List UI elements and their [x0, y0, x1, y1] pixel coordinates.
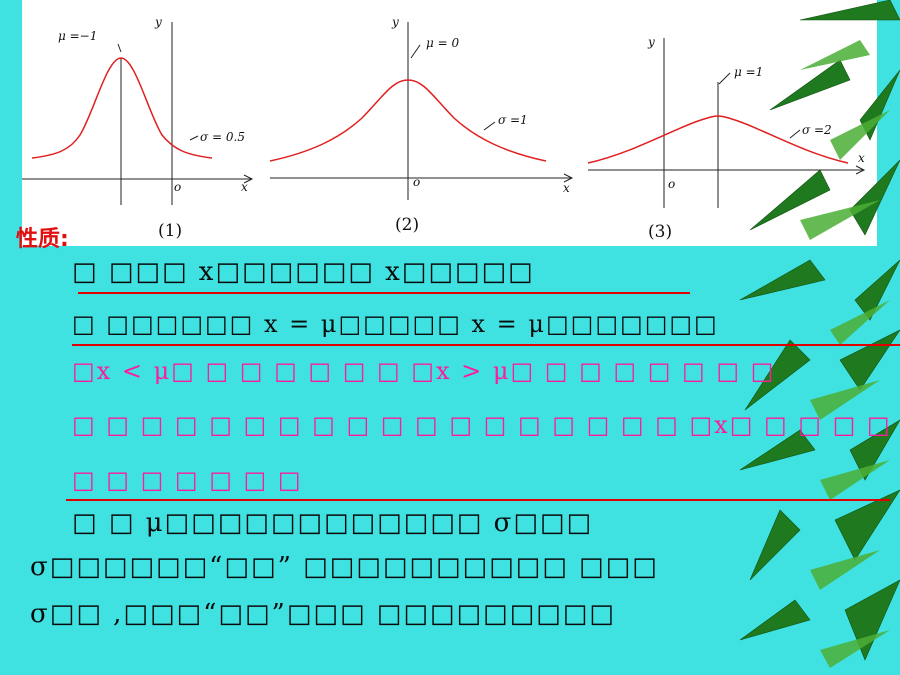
x-axis-arrow-1 — [243, 174, 254, 184]
bamboo-decoration — [740, 0, 900, 668]
y-axis-label-2: y — [391, 15, 399, 29]
underline-2 — [72, 344, 900, 346]
sigma-label-1: σ = 0.5 — [200, 130, 245, 144]
property-line-1: □ □□□ x□□□□□□ x□□□□□ — [72, 257, 535, 287]
property-line-2: □ □□□□□□ x = μ□□□□□ x = μ□□□□□□□ — [72, 310, 719, 338]
origin-label-3: o — [668, 177, 675, 191]
figure-svg: μ =−1 σ = 0.5 y x o (1) μ = 0 σ =1 y x o… — [22, 15, 866, 242]
property-line-8: σ□□ ,□□□“□□”□□□ □□□□□□□□□ — [30, 599, 616, 629]
sigma-label-3: σ =2 — [802, 123, 832, 137]
figure-2: μ = 0 σ =1 y x o (2) — [269, 15, 574, 235]
origin-label-1: o — [174, 180, 181, 194]
property-line-6: □ □ μ□□□□□□□□□□□□ σ□□□ — [72, 508, 594, 538]
x-axis-label-2: x — [563, 181, 570, 195]
sigma-pointer-3 — [789, 129, 801, 139]
x-axis-label-3: x — [858, 151, 865, 165]
underline-3 — [66, 499, 890, 501]
mu-label-2: μ = 0 — [426, 36, 459, 50]
section-title: 性质: — [16, 227, 69, 252]
caption-3: (3) — [648, 222, 672, 242]
figure-3: μ =1 σ =2 y x o (3) — [587, 35, 866, 242]
property-line-5: □ □ □ □ □ □ □ — [72, 466, 303, 494]
mu-pointer-2 — [410, 44, 421, 59]
property-line-4: □ □ □ □ □ □ □ □ □ □ □ □ □ □ □ □ □ □ □x□ … — [72, 411, 900, 439]
property-line-3: □x < μ□ □ □ □ □ □ □ □x > μ□ □ □ □ □ □ □ … — [72, 357, 776, 385]
x-axis-arrow-3 — [855, 165, 866, 175]
sigma-pointer-1 — [189, 135, 199, 141]
underline-1 — [78, 292, 690, 294]
y-axis-label-1: y — [154, 15, 162, 29]
property-line-7: σ□□□□□□“□□” □□□□□□□□□□ □□□ — [30, 552, 659, 582]
normal-curves-figure: μ =−1 σ = 0.5 y x o (1) μ = 0 σ =1 y x o… — [22, 0, 877, 246]
caption-2: (2) — [395, 215, 419, 235]
sigma-label-2: σ =1 — [498, 113, 528, 127]
curve-2 — [269, 79, 547, 162]
caption-1: (1) — [158, 221, 182, 241]
mu-label-1: μ =−1 — [58, 29, 97, 43]
mu-pointer-1 — [117, 43, 122, 53]
x-axis-arrow-2 — [563, 173, 574, 183]
y-axis-label-3: y — [647, 35, 655, 49]
mu-label-3: μ =1 — [734, 65, 763, 79]
x-axis-label-1: x — [241, 180, 248, 194]
figure-1: μ =−1 σ = 0.5 y x o (1) — [22, 15, 254, 241]
origin-label-2: o — [413, 175, 420, 189]
curve-1 — [31, 57, 213, 159]
curve-3 — [587, 115, 849, 164]
mu-pointer-3 — [718, 72, 731, 85]
sigma-pointer-2 — [483, 121, 496, 131]
